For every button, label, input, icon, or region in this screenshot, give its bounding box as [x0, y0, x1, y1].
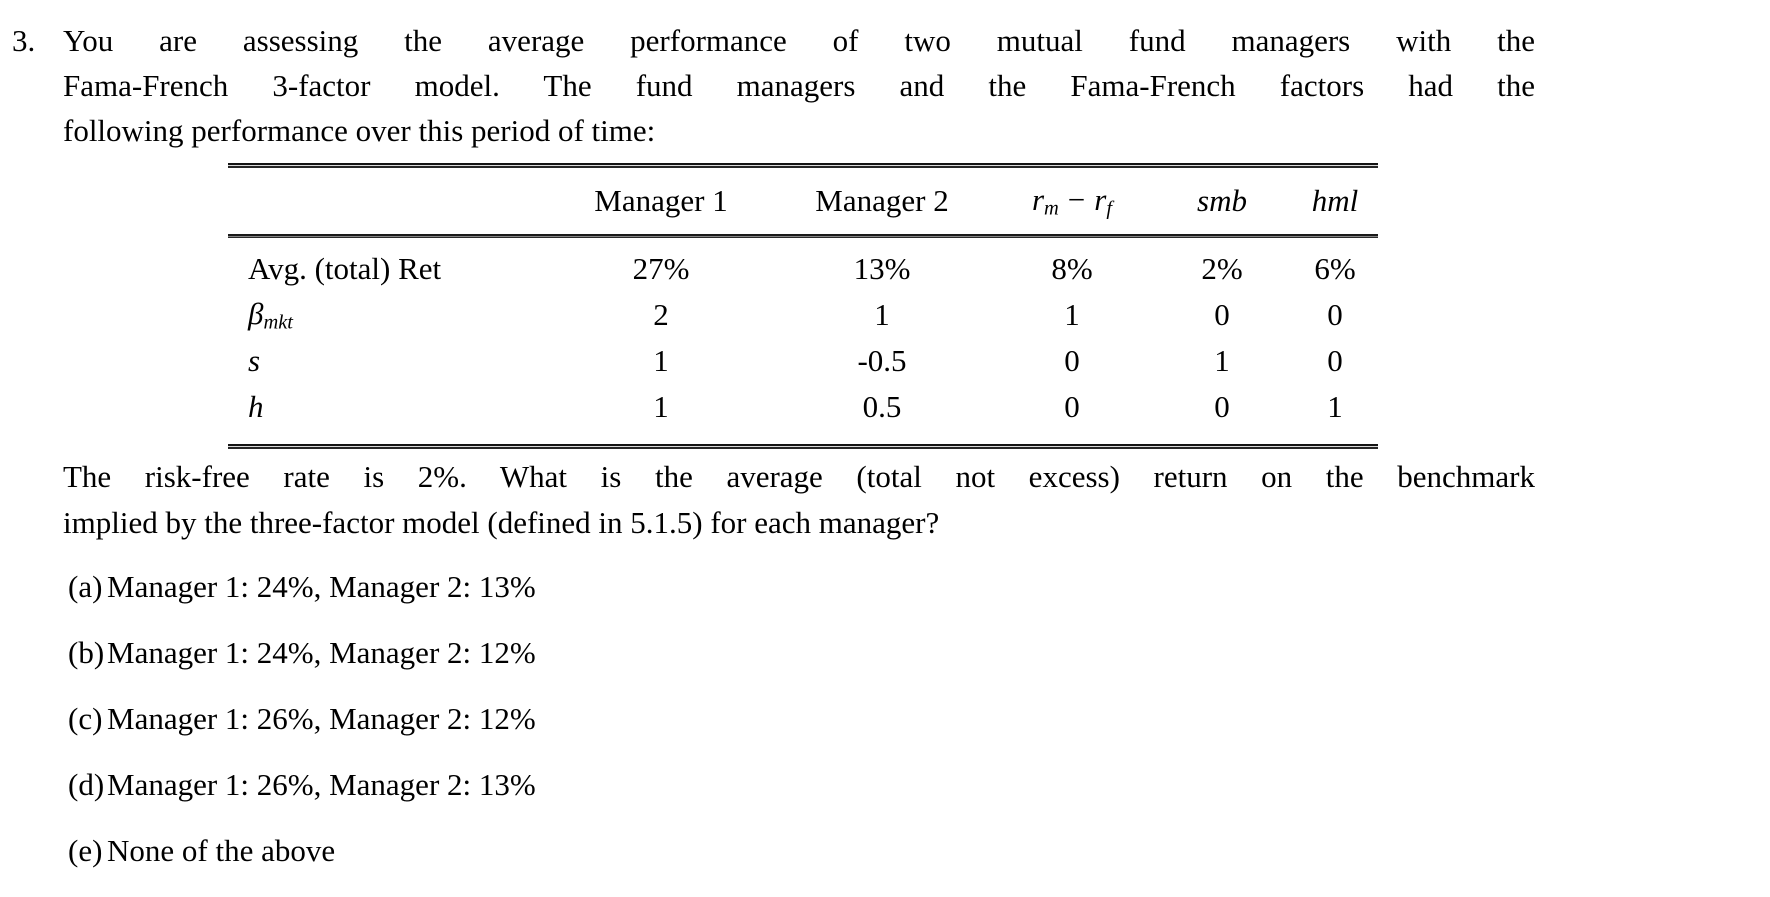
cell-value: 6%	[1314, 251, 1356, 286]
option-label: (e)	[68, 833, 103, 868]
table-header-hml: hml	[1311, 183, 1359, 218]
table-top-rule	[228, 163, 1378, 168]
cell-value: 2%	[1201, 251, 1243, 286]
cell-value: 0	[1064, 343, 1080, 378]
followup-paragraph: The risk-free rate is 2%. What is the av…	[63, 454, 1535, 546]
cell-value: 27%	[632, 251, 690, 286]
question-number: 3.	[12, 23, 36, 58]
followup-line-2: implied by the three-factor model (defin…	[63, 505, 940, 540]
option-text: Manager 1: 26%, Manager 2: 13%	[107, 767, 536, 802]
cell-value: 13%	[853, 251, 911, 286]
option-text: Manager 1: 24%, Manager 2: 13%	[107, 569, 536, 604]
option-b: (b)Manager 1: 24%, Manager 2: 12%	[68, 630, 536, 675]
market-factor-r2: r	[1094, 181, 1107, 217]
table-row-avg-ret: Avg. (total) Ret 27% 13% 8% 2% 6%	[228, 246, 1378, 292]
table-header-smb: smb	[1197, 183, 1247, 218]
question-line-3: following performance over this period o…	[63, 113, 656, 148]
beta-symbol: β	[248, 295, 264, 331]
cell-value: 0	[1214, 389, 1230, 424]
table-header-manager1: Manager 1	[594, 183, 728, 218]
cell-value: 1	[1327, 389, 1343, 424]
cell-value: 2	[653, 297, 669, 332]
question-line-1: You are assessing the average performanc…	[63, 23, 1535, 58]
performance-table: Manager 1 Manager 2 rm − rf smb hml Avg. (…	[228, 163, 1378, 449]
cell-value: 8%	[1051, 251, 1093, 286]
cell-value: 1	[653, 389, 669, 424]
table-row-s: s 1 -0.5 0 1 0	[228, 338, 1378, 384]
cell-value: 0.5	[862, 389, 902, 424]
row-label: βmkt	[228, 296, 550, 335]
question-text: You are assessing the average performanc…	[63, 18, 1535, 153]
option-text: Manager 1: 26%, Manager 2: 12%	[107, 701, 536, 736]
cell-value: 0	[1327, 297, 1343, 332]
option-label: (b)	[68, 635, 105, 670]
table-header-manager2: Manager 2	[815, 183, 949, 218]
cell-value: 1	[1064, 297, 1080, 332]
table-row-beta-mkt: βmkt 2 1 1 0 0	[228, 292, 1378, 338]
cell-value: 0	[1064, 389, 1080, 424]
option-label: (a)	[68, 569, 103, 604]
market-factor-sub2: f	[1106, 197, 1113, 220]
row-label: Avg. (total) Ret	[248, 251, 442, 286]
cell-value: 1	[874, 297, 890, 332]
row-label: s	[248, 343, 261, 378]
beta-subscript: mkt	[263, 311, 293, 334]
option-text: Manager 1: 24%, Manager 2: 12%	[107, 635, 536, 670]
cell-value: 0	[1327, 343, 1343, 378]
options-list: (a) Manager 1: 24%, Manager 2: 13% (b)Man…	[68, 564, 536, 894]
table-header-market-factor: rm − rf	[992, 182, 1152, 221]
cell-value: 1	[653, 343, 669, 378]
table-bottom-rule	[228, 444, 1378, 449]
table-mid-rule	[228, 234, 1378, 238]
option-label: (d)	[68, 767, 105, 802]
option-text: None of the above	[107, 833, 336, 868]
question-line-2: Fama-French 3-factor model. The fund man…	[63, 68, 1535, 103]
followup-line-1: The risk-free rate is 2%. What is the av…	[63, 459, 1535, 494]
option-label: (c)	[68, 701, 103, 736]
option-e: (e) None of the above	[68, 828, 536, 873]
cell-value: 1	[1214, 343, 1230, 378]
market-factor-r1: r	[1031, 181, 1045, 217]
option-a: (a) Manager 1: 24%, Manager 2: 13%	[68, 564, 536, 609]
market-factor-sub1: m	[1044, 197, 1059, 220]
table-body: Avg. (total) Ret 27% 13% 8% 2% 6% βmkt 2…	[228, 238, 1378, 444]
option-c: (c) Manager 1: 26%, Manager 2: 12%	[68, 696, 536, 741]
table-row-h: h 1 0.5 0 0 1	[228, 384, 1378, 430]
table-header-row: Manager 1 Manager 2 rm − rf smb hml	[228, 168, 1378, 234]
market-factor-minus: −	[1067, 181, 1086, 217]
option-d: (d)Manager 1: 26%, Manager 2: 13%	[68, 762, 536, 807]
cell-value: -0.5	[857, 343, 907, 378]
row-label: h	[248, 389, 264, 424]
cell-value: 0	[1214, 297, 1230, 332]
